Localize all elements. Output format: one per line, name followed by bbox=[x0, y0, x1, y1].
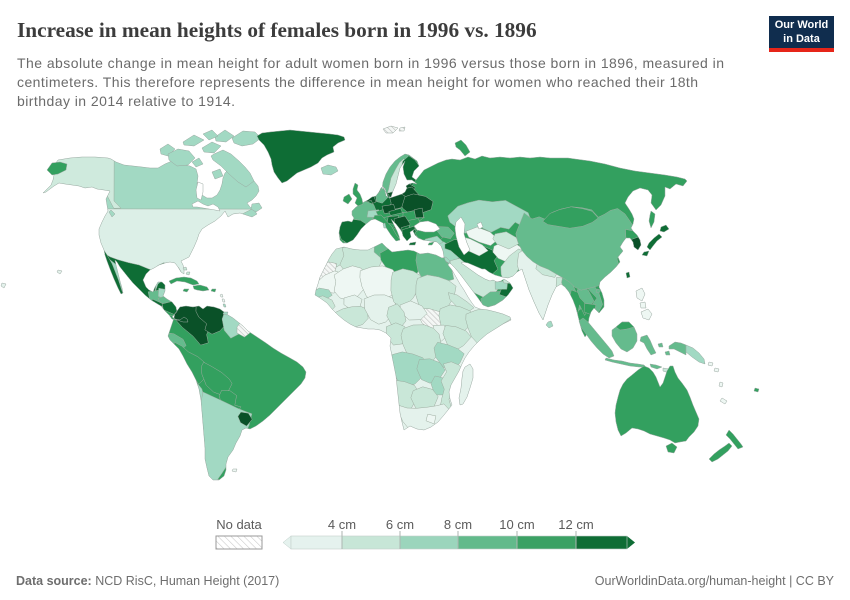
svg-text:12 cm: 12 cm bbox=[558, 517, 593, 532]
svg-text:10 cm: 10 cm bbox=[499, 517, 534, 532]
svg-text:8 cm: 8 cm bbox=[444, 517, 472, 532]
svg-text:6 cm: 6 cm bbox=[386, 517, 414, 532]
svg-text:No data: No data bbox=[216, 517, 262, 532]
svg-text:4 cm: 4 cm bbox=[328, 517, 356, 532]
